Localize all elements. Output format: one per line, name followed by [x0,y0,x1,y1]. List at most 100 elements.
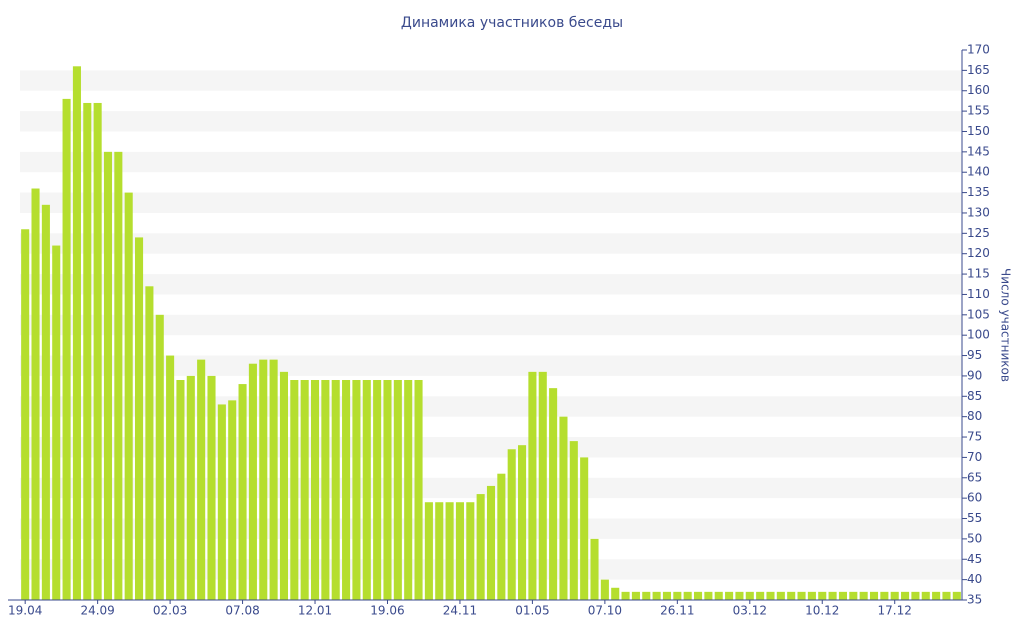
y-tick-label: 50 [967,531,982,545]
grid-band [20,70,962,91]
x-tick-label: 07.10 [588,604,622,618]
y-tick-label: 70 [967,450,982,464]
x-tick-label: 24.09 [80,604,114,618]
bar [621,591,630,600]
bar [228,400,237,600]
bar [331,380,340,600]
bar [797,591,806,600]
y-tick-label: 95 [967,348,982,362]
y-tick-label: 150 [967,124,990,138]
bar [445,502,454,600]
bar [932,591,941,600]
bar [497,473,506,600]
bar [414,380,423,600]
bar [476,494,485,600]
grid-band [20,233,962,254]
bar [259,359,268,600]
bar [662,591,672,600]
bar [766,591,775,600]
bar [145,286,154,600]
y-tick-label: 65 [967,470,982,484]
x-tick-label: 07.08 [225,604,259,618]
bar [869,591,879,600]
y-tick-label: 165 [967,63,990,77]
chart-title: Динамика участников беседы [401,15,623,31]
bar [486,485,496,600]
bar [611,587,620,600]
x-tick-label: 19.04 [8,604,42,618]
bar [838,591,847,600]
x-tick-label: 19.06 [370,604,404,618]
y-tick-label: 75 [967,430,982,444]
x-tick-label: 02.03 [153,604,187,618]
bar [238,384,247,600]
bar [342,380,351,600]
y-tick-label: 40 [967,572,982,586]
bar [890,591,899,600]
bar [83,102,92,601]
bar [942,591,951,600]
bar [135,237,144,600]
y-tick-label: 100 [967,328,990,342]
y-tick-label: 85 [967,389,982,403]
bar [642,591,651,600]
bar [435,502,444,600]
y-tick-label: 145 [967,144,990,158]
grid-band [20,151,962,173]
bar [693,591,703,600]
bar [21,229,30,600]
bar [310,380,320,600]
bar [673,591,682,600]
bar [745,591,754,600]
bar [787,591,796,600]
y-tick-label: 135 [967,185,990,199]
y-tick-label: 35 [967,593,982,607]
bar [901,591,910,600]
bar [911,591,920,600]
y-tick-label: 120 [967,246,990,260]
bar [683,591,692,600]
bar [507,449,516,600]
bar [952,591,961,600]
y-tick-label: 80 [967,409,982,423]
y-tick-label: 130 [967,205,990,219]
bar [859,591,868,600]
y-tick-label: 115 [967,267,990,281]
bar [714,591,723,600]
bar [424,502,433,600]
bar [921,591,930,600]
grid-band [20,111,962,132]
y-tick-label: 60 [967,491,982,505]
x-tick-label: 10.12 [805,604,839,618]
bar [725,591,734,600]
bar [166,355,175,600]
bar [455,502,464,600]
bar [186,375,195,600]
bar [569,441,578,600]
bar [114,151,123,600]
bar [321,380,330,600]
bar [559,416,568,600]
bar [300,380,309,600]
bar [290,380,299,600]
bar [279,371,289,600]
bar [103,151,113,600]
bar [393,380,402,600]
bar [383,380,392,600]
bar [352,380,361,600]
bar [62,98,71,600]
y-tick-label: 105 [967,307,990,321]
bar [735,591,744,600]
bar [704,591,713,600]
bar [41,204,50,600]
y-tick-label: 45 [967,552,982,566]
y-tick-label: 55 [967,511,982,525]
bar [248,363,257,600]
bar [373,380,382,600]
bar [518,445,527,600]
bar [580,457,589,600]
grid-band [20,192,962,213]
y-tick-label: 140 [967,165,990,179]
y-tick-label: 125 [967,226,990,240]
